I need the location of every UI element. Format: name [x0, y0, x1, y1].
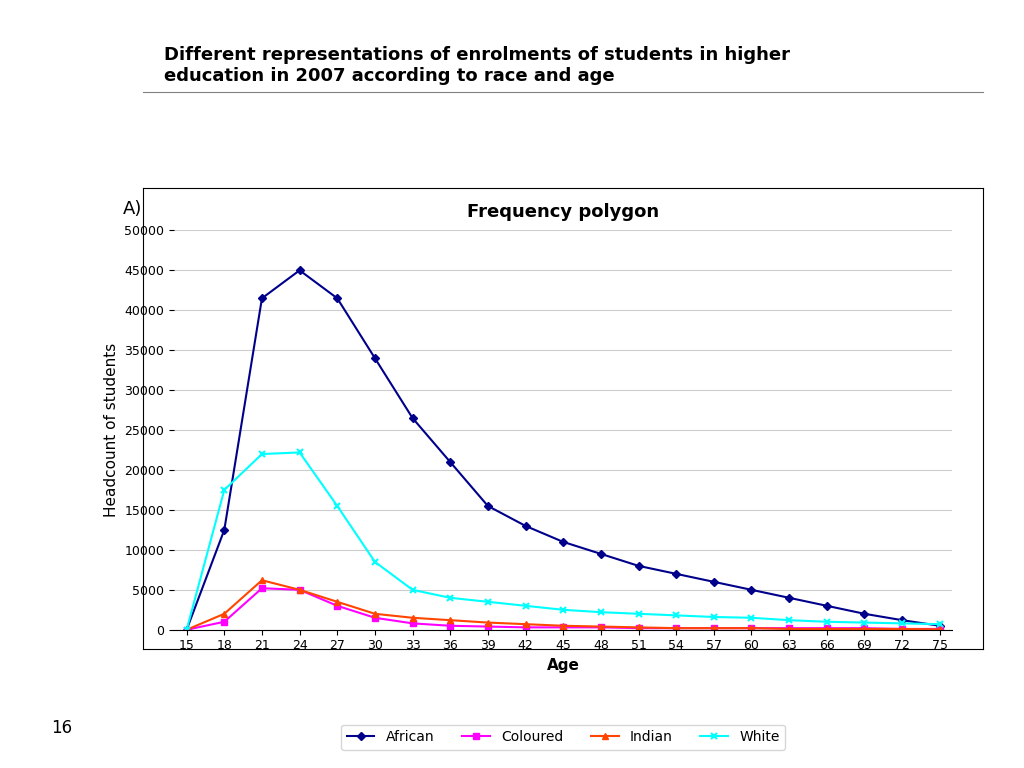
- Indian: [934, 624, 946, 634]
- White: [218, 485, 230, 495]
- Coloured: [820, 624, 833, 633]
- African: [481, 502, 494, 511]
- Line: Indian: Indian: [183, 577, 943, 634]
- Indian: [218, 609, 230, 618]
- African: [444, 458, 457, 467]
- White: [180, 625, 193, 634]
- Indian: [820, 624, 833, 634]
- African: [218, 525, 230, 535]
- African: [783, 593, 796, 602]
- Indian: [369, 609, 381, 618]
- Coloured: [294, 585, 306, 594]
- Title: Frequency polygon: Frequency polygon: [467, 203, 659, 220]
- African: [633, 561, 645, 571]
- Line: Coloured: Coloured: [183, 584, 943, 634]
- Coloured: [896, 624, 908, 634]
- Coloured: [745, 624, 758, 633]
- Coloured: [407, 619, 419, 628]
- Coloured: [180, 625, 193, 634]
- Indian: [595, 622, 607, 631]
- White: [595, 607, 607, 617]
- Coloured: [783, 624, 796, 633]
- Indian: [180, 625, 193, 634]
- Coloured: [519, 623, 531, 632]
- White: [481, 598, 494, 607]
- Indian: [444, 616, 457, 625]
- African: [745, 585, 758, 594]
- White: [670, 611, 682, 620]
- Indian: [481, 618, 494, 627]
- Coloured: [481, 622, 494, 631]
- Indian: [294, 585, 306, 594]
- Coloured: [595, 623, 607, 632]
- Text: 16: 16: [51, 720, 73, 737]
- White: [557, 605, 569, 614]
- White: [708, 612, 720, 621]
- Coloured: [444, 621, 457, 631]
- Y-axis label: Headcount of students: Headcount of students: [103, 343, 119, 517]
- African: [407, 413, 419, 422]
- Indian: [407, 613, 419, 622]
- African: [858, 609, 870, 618]
- African: [519, 521, 531, 531]
- Indian: [331, 598, 343, 607]
- African: [896, 616, 908, 625]
- Text: A): A): [123, 200, 142, 217]
- White: [444, 593, 457, 602]
- Coloured: [218, 617, 230, 627]
- Indian: [858, 624, 870, 634]
- White: [256, 449, 268, 458]
- Coloured: [858, 624, 870, 633]
- White: [331, 502, 343, 511]
- White: [633, 609, 645, 618]
- White: [519, 601, 531, 611]
- White: [369, 558, 381, 567]
- Indian: [519, 620, 531, 629]
- African: [595, 549, 607, 558]
- Coloured: [256, 584, 268, 593]
- Coloured: [369, 613, 381, 622]
- Indian: [670, 624, 682, 633]
- Indian: [783, 624, 796, 634]
- Coloured: [934, 624, 946, 634]
- Legend: African, Coloured, Indian, White: African, Coloured, Indian, White: [341, 724, 785, 750]
- Coloured: [331, 601, 343, 611]
- African: [180, 625, 193, 634]
- White: [407, 585, 419, 594]
- African: [256, 293, 268, 303]
- White: [783, 616, 796, 625]
- Indian: [896, 624, 908, 634]
- Line: African: African: [184, 267, 942, 633]
- Indian: [633, 623, 645, 632]
- African: [934, 621, 946, 631]
- White: [934, 620, 946, 629]
- Text: Different representations of enrolments of students in higher
education in 2007 : Different representations of enrolments …: [164, 46, 790, 85]
- Indian: [708, 624, 720, 633]
- Indian: [256, 576, 268, 585]
- White: [896, 619, 908, 628]
- Indian: [745, 624, 758, 633]
- White: [294, 448, 306, 457]
- Coloured: [557, 623, 569, 632]
- African: [294, 266, 306, 275]
- Coloured: [708, 624, 720, 633]
- X-axis label: Age: Age: [547, 658, 580, 673]
- African: [369, 353, 381, 362]
- Indian: [557, 621, 569, 631]
- African: [820, 601, 833, 611]
- Line: White: White: [183, 449, 943, 634]
- African: [557, 538, 569, 547]
- African: [708, 578, 720, 587]
- White: [858, 618, 870, 627]
- Coloured: [633, 624, 645, 633]
- Coloured: [670, 624, 682, 633]
- African: [670, 569, 682, 578]
- White: [820, 617, 833, 627]
- White: [745, 613, 758, 622]
- African: [331, 293, 343, 303]
